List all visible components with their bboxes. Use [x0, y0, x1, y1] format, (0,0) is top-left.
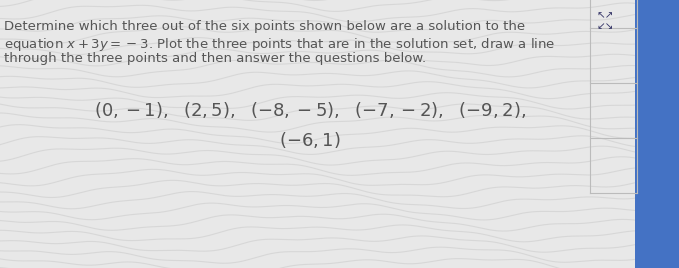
Bar	[635, 0, 679, 268]
Text: $(-6,1)$: $(-6,1)$	[279, 130, 341, 150]
Text: ↖↗
↙↘: ↖↗ ↙↘	[597, 10, 614, 31]
Text: equation $x + 3y = -3$. Plot the three points that are in the solution set, draw: equation $x + 3y = -3$. Plot the three p…	[4, 36, 555, 53]
Text: $(0,-1),\ \ (2,5),\ \ (-8,-5),\ \ (-7,-2),\ \ (-9,2),$: $(0,-1),\ \ (2,5),\ \ (-8,-5),\ \ (-7,-2…	[94, 100, 526, 120]
Text: Determine which three out of the six points shown below are a solution to the: Determine which three out of the six poi…	[4, 20, 525, 33]
Text: through the three points and then answer the questions below.: through the three points and then answer…	[4, 52, 426, 65]
